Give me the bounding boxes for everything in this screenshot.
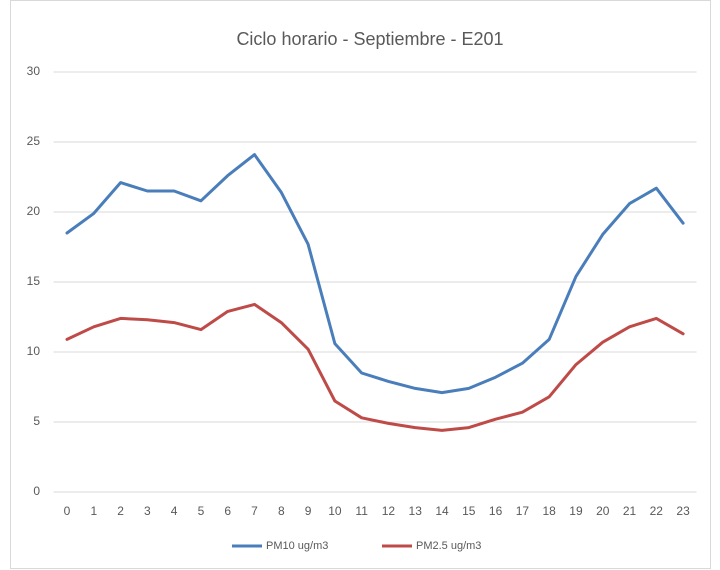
data-line — [65, 153, 685, 395]
x-tick-label: 21 — [623, 504, 637, 518]
legend-label: PM10 ug/m3 — [266, 540, 328, 552]
x-tick-label: 7 — [251, 504, 258, 518]
x-tick-label: 17 — [516, 504, 530, 518]
x-tick-label: 6 — [224, 504, 231, 518]
x-tick-label: 23 — [676, 504, 690, 518]
x-tick-label: 0 — [64, 504, 71, 518]
x-tick-label: 5 — [198, 504, 205, 518]
x-tick-label: 22 — [650, 504, 664, 518]
x-tick-label: 10 — [328, 504, 342, 518]
y-tick-label: 15 — [27, 274, 41, 288]
x-tick-label: 16 — [489, 504, 503, 518]
y-tick-label: 25 — [27, 134, 41, 148]
x-tick-label: 8 — [278, 504, 285, 518]
y-tick-label: 30 — [27, 64, 41, 78]
x-tick-label: 15 — [462, 504, 476, 518]
y-tick-label: 0 — [33, 484, 40, 498]
legend-label: PM2.5 ug/m3 — [416, 540, 481, 552]
x-tick-label: 12 — [382, 504, 396, 518]
data-line — [65, 302, 685, 432]
y-tick-label: 10 — [27, 344, 41, 358]
x-tick-label: 3 — [144, 504, 151, 518]
x-tick-label: 19 — [569, 504, 583, 518]
x-tick-label: 13 — [409, 504, 423, 518]
x-tick-label: 2 — [117, 504, 124, 518]
chart-title: Ciclo horario - Septiembre - E201 — [236, 29, 503, 49]
x-tick-label: 14 — [435, 504, 449, 518]
chart-frame — [10, 0, 711, 569]
x-tick-label: 20 — [596, 504, 610, 518]
x-tick-label: 11 — [355, 504, 368, 518]
x-tick-label: 9 — [305, 504, 312, 518]
y-tick-label: 20 — [27, 204, 41, 218]
x-tick-label: 4 — [171, 504, 178, 518]
x-tick-label: 18 — [542, 504, 556, 518]
y-tick-label: 5 — [33, 414, 40, 428]
x-tick-label: 1 — [90, 504, 97, 518]
